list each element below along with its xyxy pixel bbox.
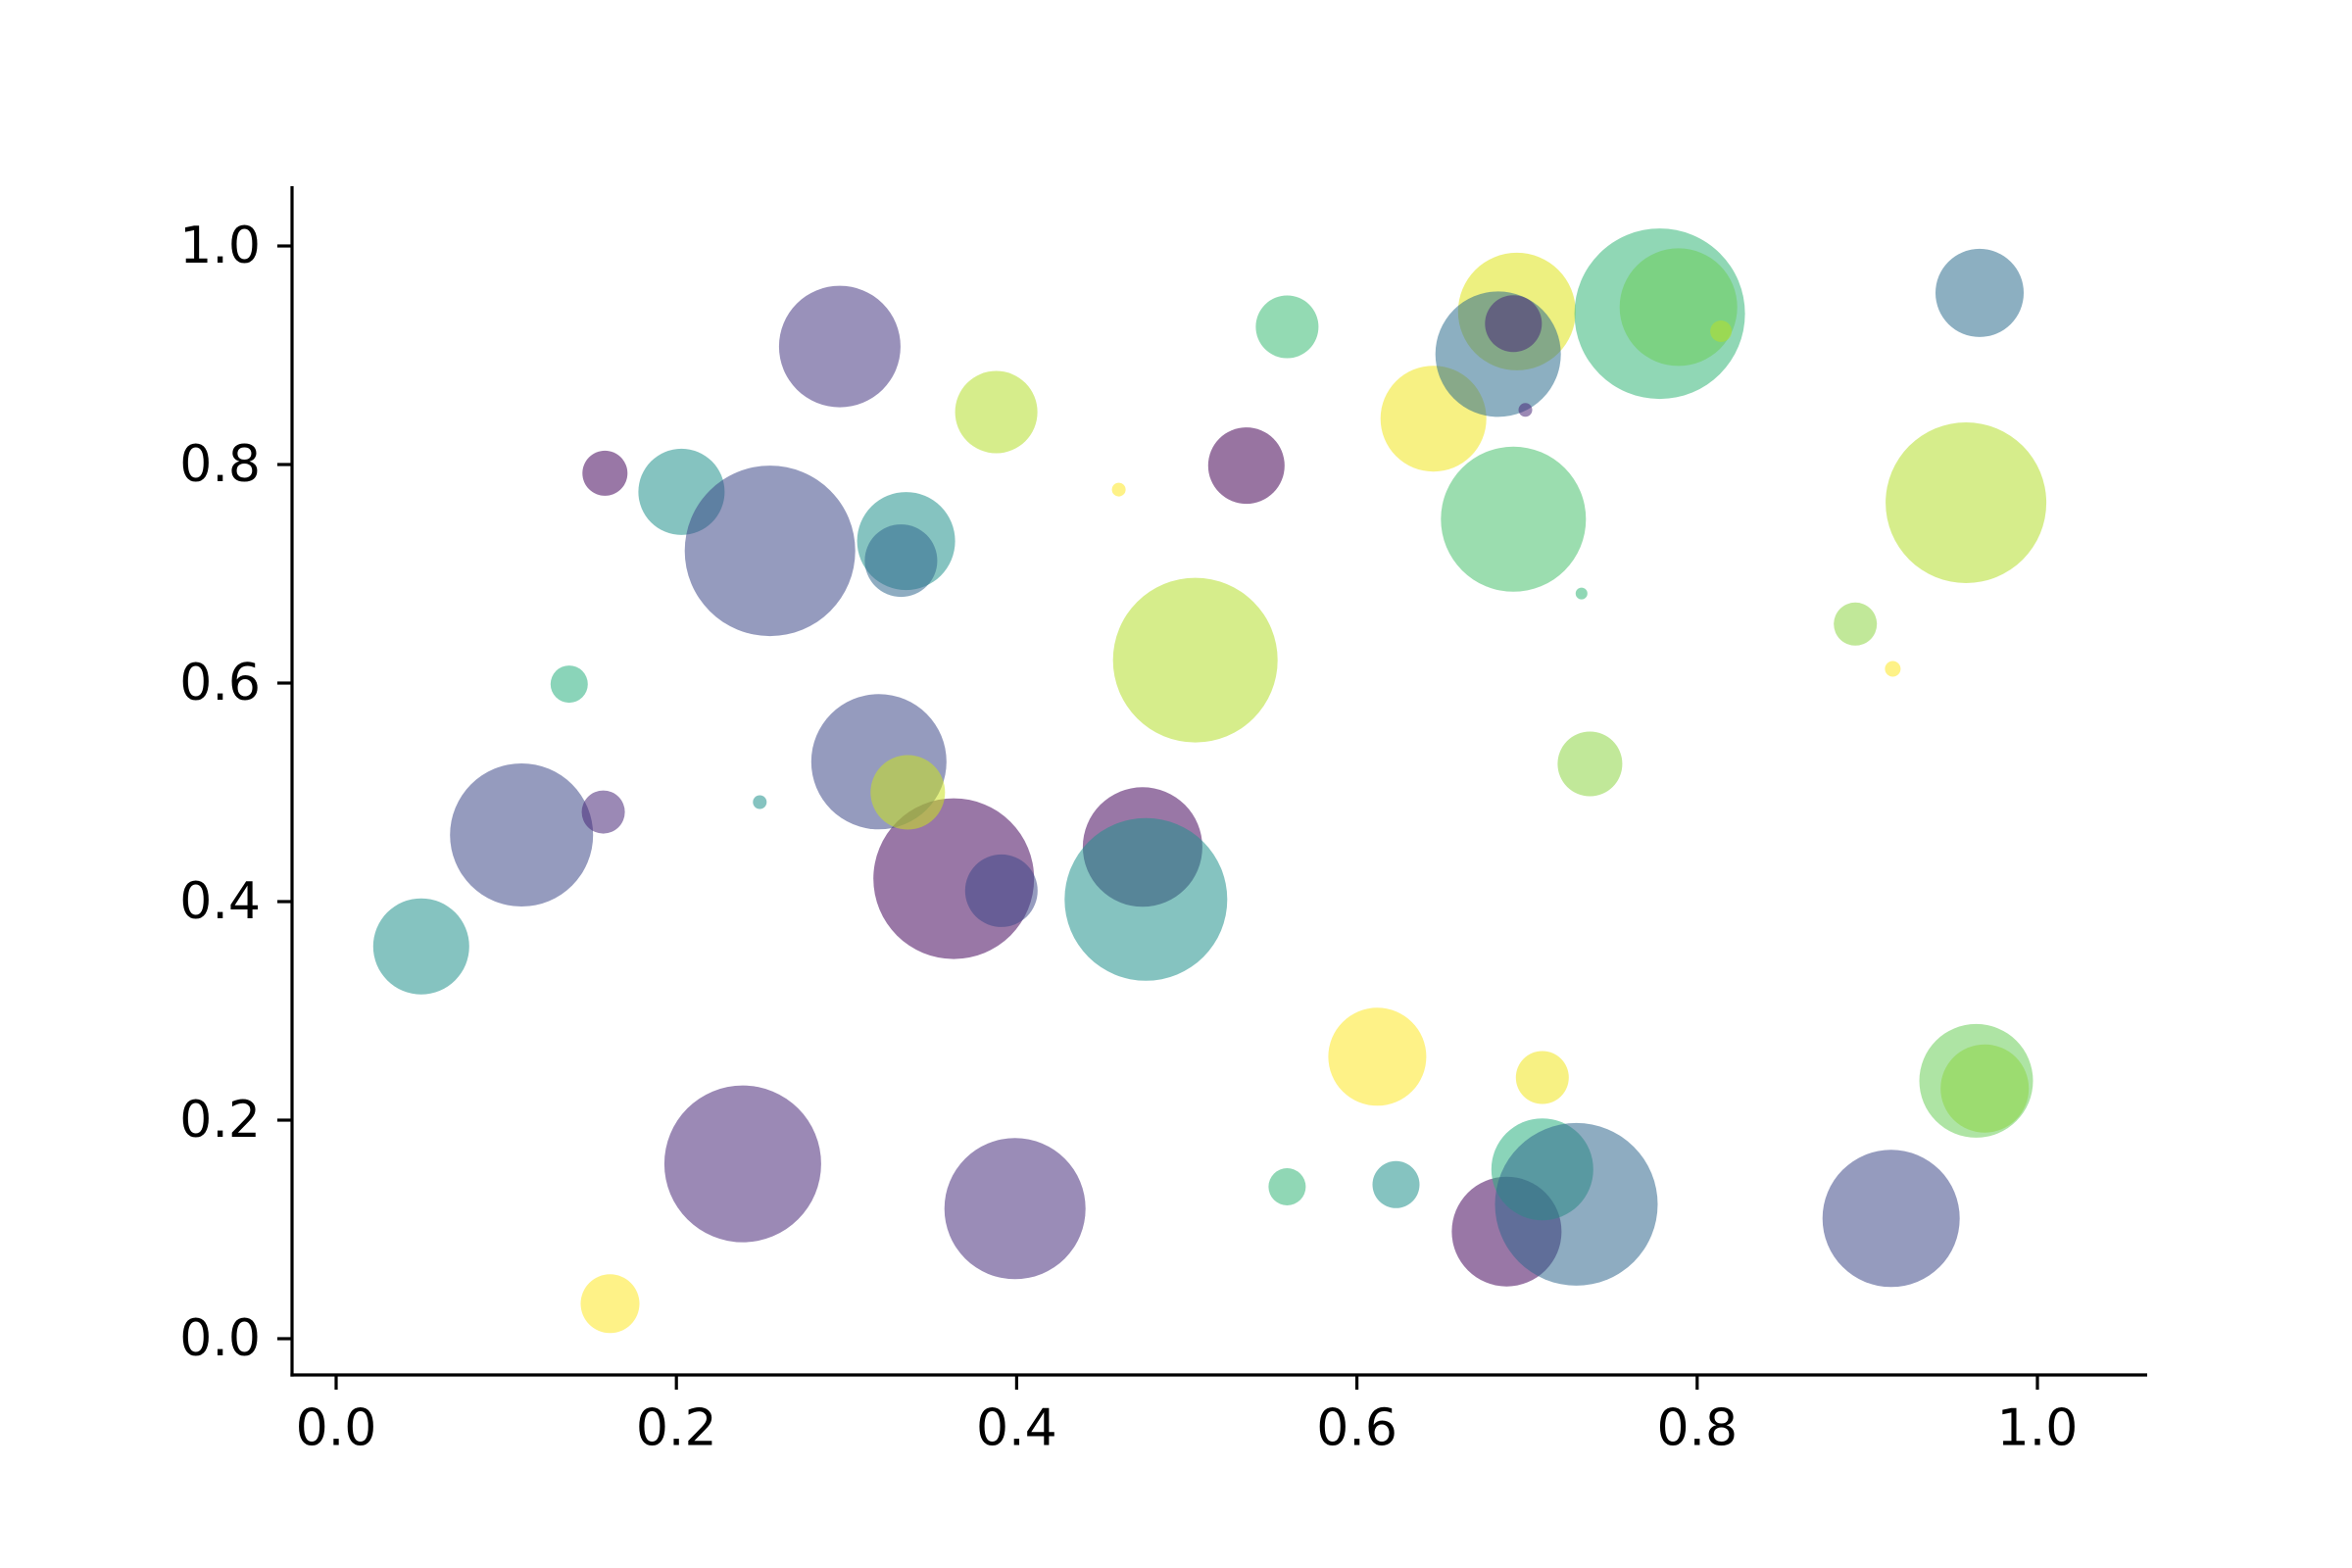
bubble-40	[1710, 320, 1733, 342]
bubble-12	[663, 1085, 821, 1243]
bubble-8	[450, 763, 594, 906]
bubble-42	[1575, 587, 1588, 600]
bubble-43	[1557, 731, 1623, 797]
y-tick-label-0.0: 0.0	[179, 1309, 261, 1368]
bubble-39	[1619, 248, 1738, 367]
bubble-46	[1834, 602, 1878, 646]
bubble-0	[778, 285, 901, 408]
bubble-9	[581, 790, 625, 834]
bubble-2	[582, 450, 628, 496]
bubble-44	[1936, 248, 2024, 337]
bubble-49	[870, 755, 946, 830]
bubble-1	[955, 370, 1038, 454]
bubble-13	[580, 1274, 640, 1334]
bubble-23	[1328, 1007, 1427, 1106]
x-tick-label-0.4: 0.4	[976, 1399, 1057, 1458]
bubble-32	[1940, 1044, 2030, 1133]
y-tick-label-0.4: 0.4	[179, 872, 261, 931]
bubble-19	[1112, 577, 1278, 743]
bubble-29	[1494, 1122, 1658, 1286]
bubble-41	[1441, 446, 1587, 592]
bubble-37	[1518, 403, 1533, 417]
y-tick-label-0.6: 0.6	[179, 654, 261, 712]
bubble-17	[964, 854, 1038, 927]
bubble-25	[1268, 1168, 1306, 1205]
bubble-26	[1372, 1160, 1420, 1208]
x-tick-label-1.0: 1.0	[1997, 1399, 2079, 1458]
bubble-10	[753, 795, 767, 809]
bubble-20	[1207, 427, 1285, 505]
bubble-30	[1822, 1150, 1960, 1288]
x-tick-label-0.6: 0.6	[1316, 1399, 1397, 1458]
x-tick-label-0.8: 0.8	[1656, 1399, 1738, 1458]
bubble-7	[550, 665, 588, 704]
bubble-36	[1485, 295, 1543, 353]
bubble-22	[1255, 295, 1319, 359]
y-tick-label-1.0: 1.0	[179, 217, 261, 275]
bubble-47	[1885, 661, 1901, 677]
bubble-45	[1886, 422, 2047, 583]
y-tick-label-0.8: 0.8	[179, 435, 261, 494]
bubble-4	[684, 466, 856, 637]
bubble-24	[1515, 1051, 1569, 1104]
x-tick-label-0.2: 0.2	[636, 1399, 717, 1458]
bubble-6	[864, 524, 938, 598]
y-tick-label-0.2: 0.2	[179, 1091, 261, 1150]
bubble-14	[944, 1138, 1086, 1280]
x-tick-label-0.0: 0.0	[296, 1399, 377, 1458]
bubble-11	[372, 898, 469, 995]
bubble-18	[1064, 817, 1228, 981]
bubble-21	[1111, 482, 1126, 497]
